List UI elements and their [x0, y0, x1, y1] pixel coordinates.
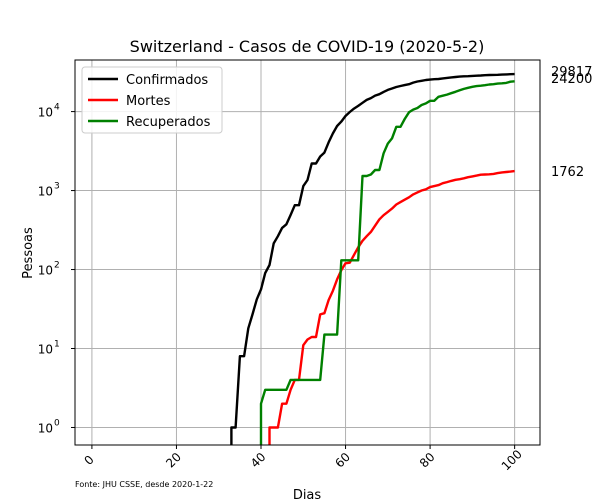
y-tick-label: 10: [38, 106, 53, 120]
x-axis-label: Dias: [293, 488, 322, 500]
x-tick-label: 80: [417, 450, 438, 471]
series-line-mortes: [268, 169, 515, 445]
legend-box: [81, 66, 223, 134]
legend-label-mortes: Mortes: [126, 94, 171, 109]
end-label-recuperados: 24200: [551, 72, 592, 87]
y-tick-label: 10: [38, 421, 53, 435]
y-tick-label: 10: [38, 343, 53, 357]
y-tick-exponent: 0: [54, 418, 60, 428]
y-tick-exponent: 1: [54, 340, 60, 350]
chart-title: Switzerland - Casos de COVID-19 (2020-5-…: [130, 37, 485, 56]
x-tick-label: 20: [163, 450, 184, 471]
source-note: Fonte: JHU CSSE, desde 2020-1-22: [75, 480, 213, 489]
x-tick-label: 40: [248, 450, 269, 471]
x-ticks: 0 20 40 60 80 100: [81, 445, 525, 473]
x-tick-label: 100: [499, 447, 525, 473]
y-tick-exponent: 2: [54, 261, 60, 271]
series-lines: [230, 72, 515, 445]
legend: Confirmados Mortes Recuperados: [81, 66, 223, 134]
series-line-recuperados: [259, 80, 515, 445]
plot-area-frame: [74, 59, 541, 446]
y-axis-label: Pessoas: [21, 227, 36, 279]
legend-label-confirmados: Confirmados: [126, 73, 208, 88]
legend-label-recuperados: Recuperados: [126, 115, 211, 130]
y-tick-label: 10: [38, 264, 53, 278]
y-tick-exponent: 3: [54, 182, 60, 192]
end-label-mortes: 1762: [551, 165, 584, 180]
x-tick-label: 60: [332, 450, 353, 471]
x-tick-label: 0: [81, 453, 96, 468]
y-tick-label: 10: [38, 185, 53, 199]
end-label-confirmados: 29817: [551, 65, 592, 80]
series-end-labels: 29817 1762 24200: [551, 65, 592, 180]
series-line-confirmados: [230, 72, 515, 445]
y-tick-exponent: 4: [54, 103, 60, 113]
